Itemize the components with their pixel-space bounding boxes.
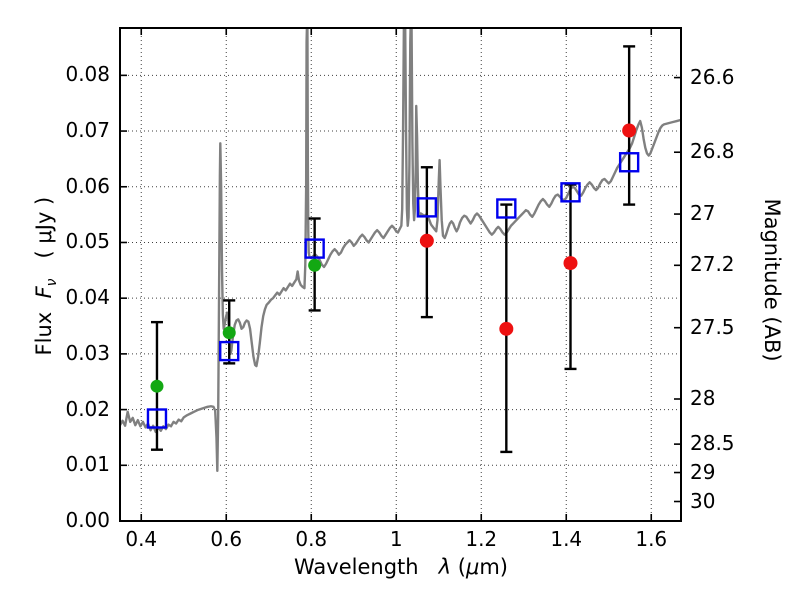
tick-marks xyxy=(120,28,681,522)
y-axis-tick-label: 0.02 xyxy=(65,396,110,421)
model-spectrum-curve xyxy=(120,28,681,473)
right-axis-title-text: Magnitude (AB) xyxy=(760,198,784,362)
x-axis-title: Wavelength λ (μm) xyxy=(120,555,682,579)
model-photometry-square xyxy=(560,182,581,203)
right-axis-tick-label: 27.5 xyxy=(690,314,735,339)
right-axis-tick-label: 28.5 xyxy=(690,431,735,456)
x-axis-tick-label: 0.6 xyxy=(210,527,243,551)
y-axis-tick-label: 0.00 xyxy=(65,508,110,532)
error-bar-layer xyxy=(150,45,636,454)
right-axis-tick-label: 26.6 xyxy=(690,64,735,89)
error-bar xyxy=(564,183,577,371)
observed-photometry-green-circle xyxy=(308,258,322,272)
x-axis-tick-label: 0.8 xyxy=(295,527,328,551)
observed-photometry-red-circle xyxy=(563,256,578,271)
right-axis-tick-label: 26.8 xyxy=(690,139,735,164)
observed-photometry-red-circle xyxy=(499,321,514,336)
plot-frame xyxy=(119,27,682,522)
y-axis-tick-label: 0.07 xyxy=(65,118,110,143)
model-photometry-square xyxy=(146,408,168,429)
data-point-layer xyxy=(146,123,640,429)
model-photometry-square xyxy=(496,198,517,219)
x-axis-tick-label: 1.6 xyxy=(635,527,668,551)
model-photometry-square xyxy=(618,152,640,173)
y-axis-tick-label: 0.01 xyxy=(65,452,110,477)
right-axis-tick-label: 27 xyxy=(690,201,716,226)
spectrum-line xyxy=(120,28,681,473)
y-axis-unit: ( μJy ) xyxy=(31,196,56,272)
x-axis-symbol: λ (μm) xyxy=(438,555,508,579)
y-axis-symbol: Fν xyxy=(31,278,61,306)
x-axis-tick-label: 1.4 xyxy=(550,527,583,551)
right-axis-title: Magnitude (AB) xyxy=(760,140,784,420)
x-axis-tick-label: 0.4 xyxy=(125,527,158,551)
y-axis-tick-label: 0.04 xyxy=(65,285,110,310)
y-axis-title: Flux Fν ( μJy ) xyxy=(32,126,60,426)
x-axis-tick-label: 1.2 xyxy=(465,527,498,551)
x-axis-tick-label: 1 xyxy=(389,527,403,551)
right-axis-tick-label: 30 xyxy=(690,488,716,513)
y-axis-tick-label: 0.05 xyxy=(65,229,110,254)
observed-photometry-green-circle xyxy=(222,326,236,340)
right-axis-tick-label: 28 xyxy=(690,386,716,410)
observed-photometry-green-circle xyxy=(150,379,164,393)
model-photometry-square xyxy=(219,340,240,362)
right-axis-tick-label: 29 xyxy=(690,459,716,484)
y-axis-title-text: Flux xyxy=(31,311,56,356)
model-photometry-square xyxy=(416,197,438,218)
observed-photometry-red-circle xyxy=(419,233,434,248)
axes-frame xyxy=(119,27,682,522)
y-axis-tick-label: 0.03 xyxy=(65,340,110,365)
y-axis-tick-label: 0.06 xyxy=(65,173,110,198)
x-axis-title-text: Wavelength xyxy=(294,555,419,579)
right-axis-tick-label: 27.2 xyxy=(690,252,735,277)
grid-lines xyxy=(120,28,681,521)
y-axis-tick-label: 0.08 xyxy=(65,62,110,87)
observed-photometry-red-circle xyxy=(622,123,637,138)
model-photometry-square xyxy=(304,238,325,259)
